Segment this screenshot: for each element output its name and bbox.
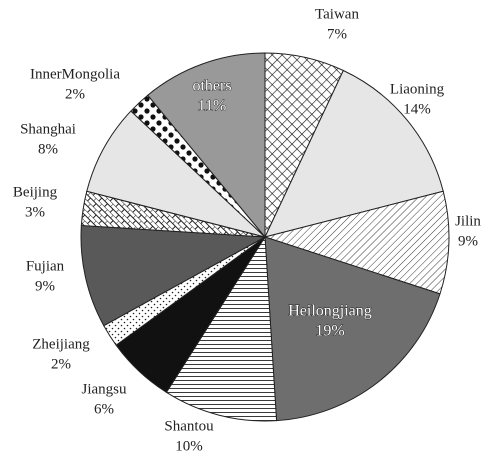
slice-value-label: 9% — [458, 233, 478, 249]
slice-value-label: 10% — [175, 438, 203, 454]
slice-label: Shanghai — [20, 121, 76, 137]
slice-value-label: 14% — [403, 101, 431, 117]
slice-value-label: 19% — [315, 323, 344, 340]
slice-value-label: 3% — [25, 204, 45, 220]
slice-value-label: 7% — [327, 26, 347, 42]
slice-label: Jiangsu — [82, 381, 128, 397]
slice-value-label: 2% — [51, 356, 71, 372]
slice-value-label: 6% — [94, 401, 114, 417]
slice-label: Fujian — [26, 258, 65, 274]
slice-value-label: 2% — [65, 86, 85, 102]
slice-label: Heilongjiang — [288, 303, 372, 320]
slice-label: Jilin — [455, 213, 481, 229]
slice-label: Liaoning — [390, 81, 445, 97]
pie-slice — [264, 236, 441, 422]
pie-slice — [263, 190, 450, 295]
slice-label: Taiwan — [315, 6, 359, 22]
pie-slice — [147, 52, 266, 239]
slice-value-label: 8% — [38, 141, 58, 157]
slice-label: Zheijiang — [32, 336, 90, 352]
slice-value-label: 11% — [198, 98, 227, 115]
slice-label: Beijing — [13, 184, 58, 200]
slice-label: others — [192, 78, 231, 95]
pie-slice — [264, 69, 444, 238]
pie-slice — [86, 110, 266, 238]
slice-value-label: 9% — [35, 278, 55, 294]
pie-slice — [165, 235, 278, 422]
slice-label: Shantou — [164, 418, 214, 434]
pie-slice — [80, 224, 267, 327]
slice-label: InnerMongolia — [30, 66, 120, 82]
